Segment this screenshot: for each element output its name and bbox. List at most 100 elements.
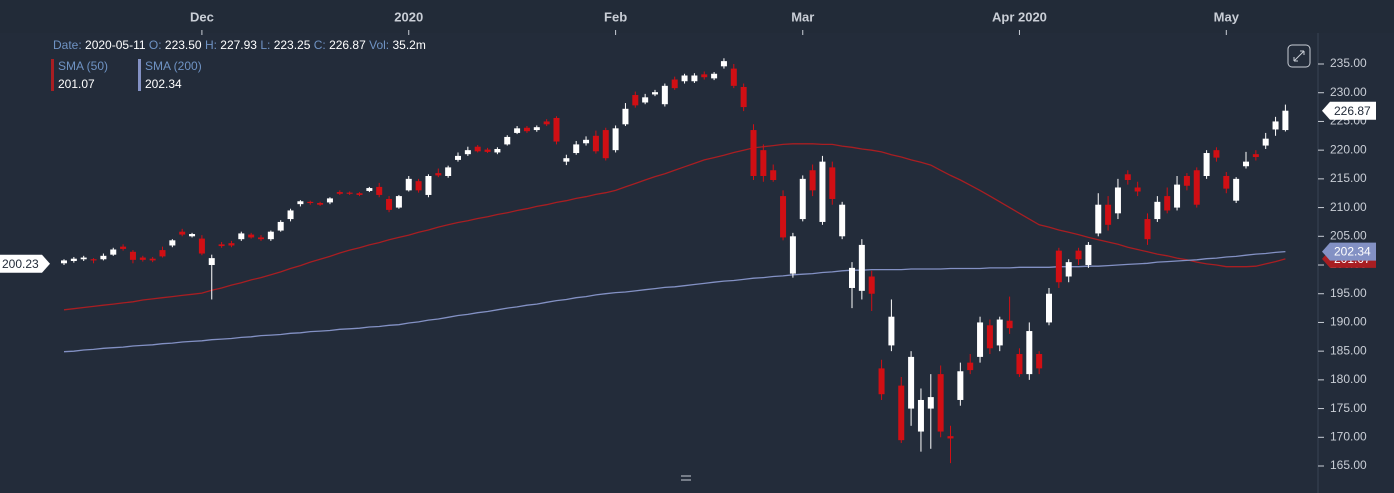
y-tick-label: 230.00 (1330, 85, 1367, 99)
candle-body (484, 149, 491, 152)
y-tick-label: 175.00 (1330, 401, 1367, 415)
candle-body (218, 244, 225, 247)
candle-body (632, 95, 639, 106)
header-label: Vol: (369, 38, 390, 52)
ohlc-header: Date: 2020-05-11 O: 223.50 H: 227.93 L: … (53, 38, 426, 52)
candle-body (612, 128, 619, 151)
candle-body (986, 325, 993, 349)
candle-body (297, 201, 304, 205)
y-tick-label: 170.00 (1330, 429, 1367, 443)
legend-item[interactable]: SMA (50) 201.07 (51, 57, 108, 93)
candle-body (1075, 250, 1082, 260)
header-label: O: (148, 38, 162, 52)
candle-body (583, 139, 590, 144)
candle-body (839, 204, 846, 237)
time-axis-strip (0, 0, 1394, 33)
legend-name: SMA (200) (145, 59, 202, 73)
left-price-tag-label: 200.23 (2, 257, 39, 271)
candle-body (573, 144, 580, 154)
candle-body (90, 259, 97, 261)
header-value: 223.50 (164, 38, 202, 52)
candle-body (474, 146, 481, 152)
x-tick-label: May (1214, 9, 1240, 24)
candle-body (957, 371, 964, 400)
candle-body (326, 198, 333, 203)
candle-body (1134, 187, 1141, 192)
candle-body (228, 243, 235, 246)
candle-body (1233, 178, 1240, 201)
candle-body (149, 258, 156, 261)
candle-body (642, 97, 649, 103)
candle-body (917, 399, 924, 432)
legend-swatch (138, 59, 141, 91)
candle-body (1124, 174, 1131, 181)
candle-body (80, 257, 87, 260)
candle-body (878, 368, 885, 395)
header-value: 223.25 (273, 38, 311, 52)
y-tick-label: 185.00 (1330, 343, 1367, 357)
candle-body (198, 238, 205, 254)
candle-body (1055, 250, 1062, 283)
x-tick-label: Feb (604, 9, 627, 24)
candle-body (100, 255, 107, 260)
y-tick-label: 180.00 (1330, 372, 1367, 386)
candle-body (1085, 244, 1092, 266)
candle-body (711, 73, 718, 79)
candle-body (1114, 187, 1121, 214)
expand-button[interactable] (1287, 44, 1311, 68)
resize-handle[interactable] (681, 475, 691, 481)
candle-body (691, 75, 698, 82)
candle-body (1016, 354, 1023, 375)
candle-body (1183, 175, 1190, 186)
candle-body (514, 128, 521, 133)
candle-body (858, 244, 865, 291)
candle-body (789, 236, 796, 274)
candle-body (1252, 154, 1259, 158)
candle-body (494, 149, 501, 153)
candle-body (652, 92, 658, 95)
candle-body (464, 150, 471, 155)
x-tick-label: Apr 2020 (992, 9, 1047, 24)
candle-body (1243, 161, 1249, 167)
sma200-price-tag (1322, 242, 1376, 261)
candle-body (415, 181, 422, 191)
candle-body (908, 356, 915, 409)
candle-body (681, 75, 688, 82)
candle-body (1026, 331, 1033, 375)
header-label: H: (204, 38, 217, 52)
y-tick-label: 165.00 (1330, 458, 1367, 472)
candle-body (1262, 138, 1269, 146)
legend-swatch (51, 59, 54, 91)
candle-body (455, 155, 461, 160)
legend-item[interactable]: SMA (200) 202.34 (138, 57, 202, 93)
candle-body (829, 167, 836, 199)
candle-body (1036, 354, 1043, 369)
candle-body (70, 258, 77, 261)
candle-body (129, 251, 136, 260)
candle-body (376, 186, 383, 195)
sma-line (63, 250, 1286, 353)
candle-body (366, 188, 373, 191)
candle-body (780, 196, 787, 238)
header-value: 35.2m (392, 38, 426, 52)
candle-body (1282, 110, 1289, 131)
candle-body (179, 231, 186, 235)
legend-name: SMA (50) (58, 59, 109, 73)
candle-body (169, 240, 176, 246)
y-tick-label: 205.00 (1330, 228, 1367, 242)
candle-body (120, 246, 127, 249)
candle-body (258, 237, 264, 240)
candle-body (139, 257, 146, 260)
candle-body (307, 201, 314, 203)
legend-value: 202.34 (145, 77, 182, 91)
candle-body (1203, 153, 1210, 176)
x-tick-label: Mar (791, 9, 814, 24)
sma-line (63, 143, 1286, 311)
candle-body (996, 319, 1003, 346)
candle-body (947, 436, 954, 439)
candle-body (720, 61, 727, 67)
candle-body (1193, 170, 1200, 205)
candle-body (1213, 150, 1220, 158)
